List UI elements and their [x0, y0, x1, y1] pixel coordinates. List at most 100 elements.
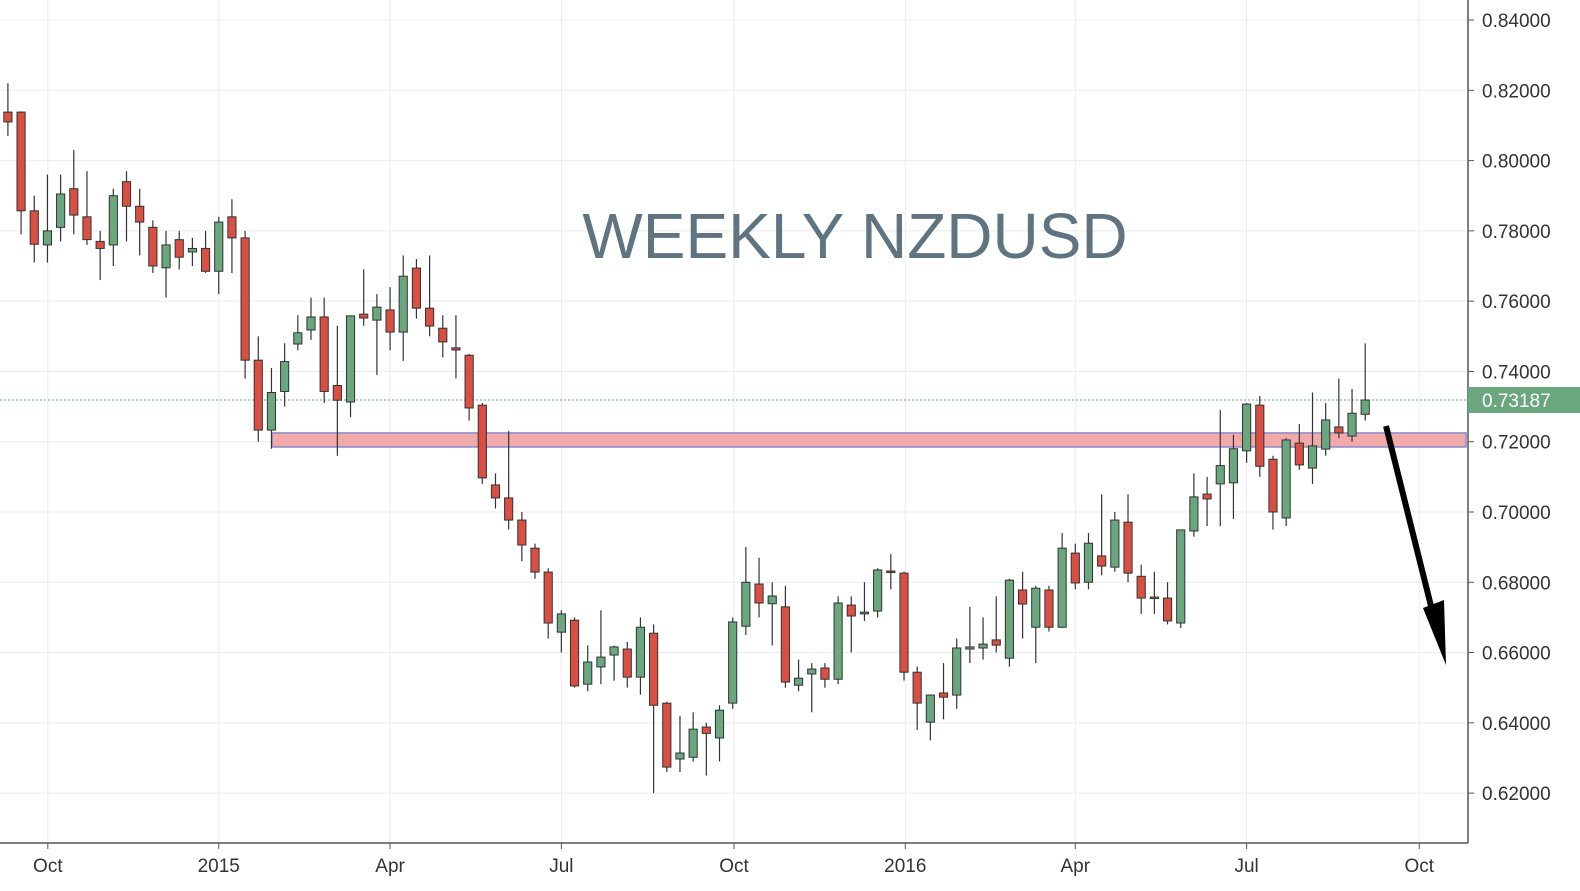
- candle-body: [280, 361, 290, 392]
- candle-body: [214, 221, 224, 272]
- last-price-box: [1468, 386, 1580, 413]
- candle-body: [543, 571, 553, 624]
- candle-body: [1215, 465, 1225, 485]
- candle-body: [741, 581, 751, 627]
- candle-body: [635, 626, 646, 678]
- arrow-head: [1423, 600, 1446, 665]
- candle-body: [135, 205, 145, 223]
- candle-body: [319, 316, 329, 392]
- candle-body: [517, 519, 527, 546]
- candle-body: [477, 404, 487, 479]
- candle-body: [16, 111, 26, 212]
- candle-body: [1110, 519, 1120, 568]
- candle-body: [464, 354, 474, 409]
- candle-body: [938, 692, 949, 698]
- x-tick-label: Jul: [1234, 856, 1258, 877]
- candle-body: [807, 668, 817, 675]
- y-tick-label: 0.70000: [1482, 503, 1551, 524]
- candle-body: [266, 392, 277, 431]
- candle-body: [1057, 547, 1067, 628]
- candle-body: [121, 181, 132, 207]
- y-tick-label: 0.72000: [1482, 433, 1551, 454]
- candle-body: [200, 247, 211, 272]
- candle-body: [1321, 419, 1331, 450]
- candle-body: [1044, 589, 1054, 628]
- candle-body: [1347, 412, 1357, 437]
- candle-body: [873, 569, 883, 612]
- candle-body: [438, 327, 448, 343]
- candle-body: [991, 639, 1001, 646]
- candle-body: [886, 570, 896, 574]
- candle-body: [1004, 579, 1014, 659]
- candle-body: [82, 216, 92, 241]
- candle-body: [332, 384, 342, 401]
- candle-body: [1097, 555, 1107, 567]
- candle-body: [56, 193, 66, 228]
- y-tick-label: 0.76000: [1482, 292, 1551, 313]
- candle-body: [1281, 439, 1291, 519]
- candle-body: [846, 604, 856, 617]
- candle-body: [952, 647, 962, 696]
- candle-body: [859, 611, 870, 615]
- candle-body: [108, 195, 118, 246]
- candle-body: [1083, 542, 1094, 583]
- y-tick-label: 0.84000: [1482, 11, 1551, 32]
- chart-title: WEEKLY NZDUSD: [582, 200, 1127, 272]
- candle-body: [728, 621, 738, 704]
- candle-body: [899, 572, 909, 673]
- candle-body: [253, 359, 263, 431]
- candle-body: [1268, 458, 1278, 513]
- candle-body: [622, 648, 632, 678]
- candle-body: [1294, 442, 1304, 466]
- candle-body: [1162, 597, 1173, 622]
- candle-body: [1176, 529, 1186, 624]
- y-tick-label: 0.78000: [1482, 222, 1551, 243]
- candle-body: [820, 667, 830, 680]
- candle-body: [649, 632, 659, 706]
- y-tick-label: 0.66000: [1482, 644, 1551, 665]
- candle-body: [227, 216, 237, 239]
- candle-body: [451, 347, 461, 351]
- candle-body: [1149, 596, 1159, 600]
- candle-body: [925, 694, 935, 723]
- candle-body: [754, 583, 764, 604]
- candle-body: [1360, 399, 1370, 415]
- y-tick-label: 0.74000: [1482, 362, 1551, 383]
- candle-body: [701, 726, 711, 734]
- y-tick-label: 0.64000: [1482, 714, 1551, 735]
- candle-body: [688, 728, 698, 758]
- y-tick-label: 0.68000: [1482, 573, 1551, 594]
- candle-body: [1070, 552, 1080, 584]
- candle-body: [1307, 445, 1318, 469]
- candle-body: [148, 226, 158, 267]
- candle-body: [1242, 403, 1252, 452]
- x-tick-label: Apr: [1061, 856, 1091, 877]
- x-tick-label: Oct: [719, 856, 749, 877]
- candle-body: [425, 307, 435, 327]
- candle-body: [411, 267, 422, 309]
- candle-body: [187, 247, 197, 253]
- candle-body: [504, 497, 514, 521]
- last-price-label: 0.73187: [1482, 391, 1551, 412]
- candle-body: [965, 646, 975, 650]
- candle-body: [385, 309, 395, 333]
- candle-body: [240, 237, 250, 361]
- candle-body: [490, 484, 501, 499]
- candle-body: [1123, 521, 1133, 574]
- candle-body: [161, 244, 171, 269]
- y-tick-label: 0.62000: [1482, 784, 1551, 805]
- candle-body: [1018, 589, 1028, 605]
- candle-body: [1228, 448, 1239, 484]
- candle-body: [398, 275, 408, 333]
- y-tick-label: 0.80000: [1482, 152, 1551, 173]
- x-tick-label: 2016: [884, 856, 926, 877]
- candle-body: [912, 671, 922, 704]
- candle-body: [29, 210, 39, 245]
- candle-body: [793, 677, 804, 686]
- candle-body: [767, 595, 777, 605]
- candle-body: [95, 240, 105, 249]
- x-tick-label: Oct: [33, 856, 63, 877]
- candle-body: [596, 656, 606, 668]
- candle-body: [530, 547, 540, 573]
